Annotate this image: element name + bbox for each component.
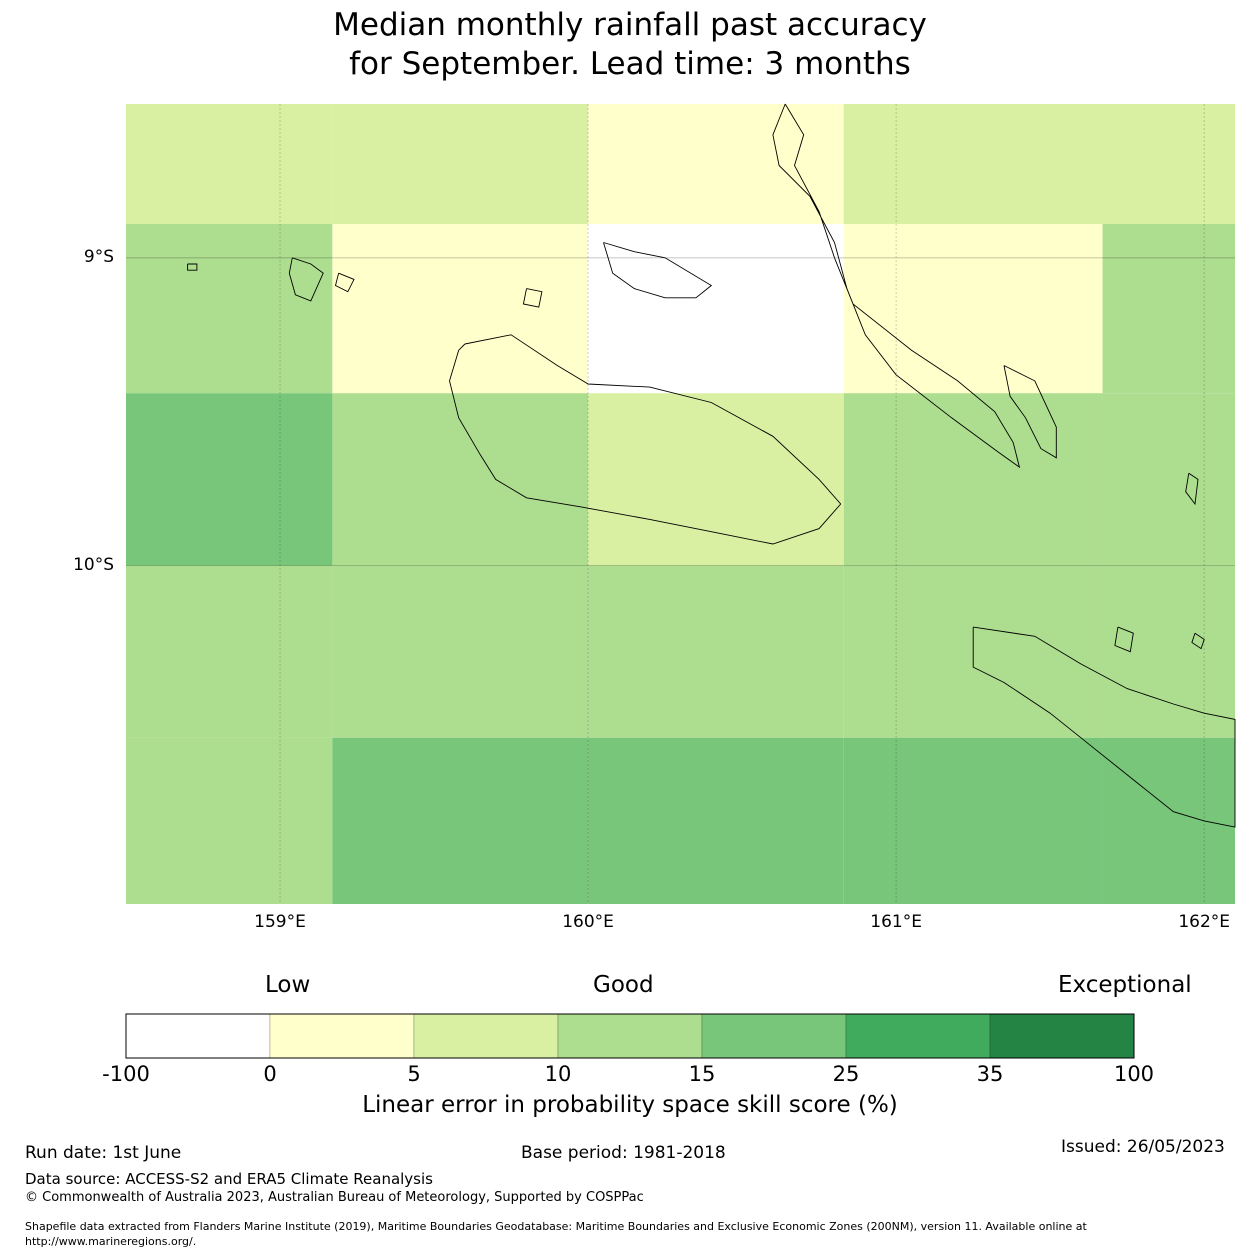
copyright: © Commonwealth of Australia 2023, Austra…	[25, 1190, 644, 1205]
coastline-makira-ne-islet	[1191, 632, 1205, 650]
grid-cell-21	[332, 737, 589, 904]
coastline-russell-islands	[288, 257, 324, 302]
grid-cell-23	[843, 737, 1103, 904]
grid-cell-0	[126, 104, 333, 224]
grid-cell-6	[332, 224, 589, 394]
lon-tick-label: 159°E	[254, 912, 306, 932]
grid-cell-24	[1102, 737, 1235, 904]
title-line-2: for September. Lead time: 3 months	[349, 46, 911, 82]
category-low: Low	[265, 972, 311, 998]
coastline-west-islet	[187, 263, 198, 271]
coastline-ulawa	[1185, 472, 1199, 506]
coastline-russell-islet	[334, 272, 355, 293]
colorbar-tick-label: 100	[1113, 1062, 1155, 1086]
data-source: Data source: ACCESS-S2 and ERA5 Climate …	[25, 1170, 433, 1188]
base-period: Base period: 1981-2018	[521, 1143, 726, 1163]
lon-tick-label: 161°E	[870, 912, 922, 932]
grid-cell-9	[1102, 224, 1235, 394]
grid-cell-7	[588, 224, 844, 394]
colorbar-swatch-2	[413, 1013, 559, 1059]
colorbar-swatch-6	[989, 1013, 1135, 1059]
colorbar-tick-label: 10	[544, 1062, 572, 1086]
colorbar-label: Linear error in probability space skill …	[362, 1092, 898, 1118]
grid-cell-3	[843, 104, 1103, 224]
colorbar-tick-label: 35	[976, 1062, 1004, 1086]
coastline-malaita	[772, 103, 1021, 469]
title-line-1: Median monthly rainfall past accuracy	[333, 7, 927, 43]
colorbar-swatch-1	[269, 1013, 415, 1059]
coastline-florida-islands	[603, 242, 713, 299]
shapefile-credit-line-2: http://www.marineregions.org/.	[25, 1235, 197, 1248]
coastline-savo	[522, 288, 543, 308]
shapefile-credit-line-1: Shapefile data extracted from Flanders M…	[25, 1220, 1087, 1233]
colorbar-swatch-3	[557, 1013, 703, 1059]
coastline-makira-islet	[1114, 626, 1134, 653]
grid-cell-11	[332, 393, 589, 566]
colorbar-tick-label: 5	[407, 1062, 421, 1086]
grid-cell-13	[843, 393, 1103, 566]
lon-tick-label: 160°E	[562, 912, 614, 932]
lat-tick-label: 10°S	[73, 554, 114, 575]
grid-cell-4	[1102, 104, 1235, 224]
grid-cell-16	[332, 565, 589, 738]
grid-cell-2	[588, 104, 844, 224]
grid-cell-22	[588, 737, 844, 904]
colorbar-frame	[125, 1013, 1135, 1059]
category-good: Good	[593, 972, 654, 998]
coastline-makira	[972, 626, 1236, 828]
grid-cell-5	[126, 224, 333, 394]
category-exceptional: Exceptional	[1058, 972, 1192, 998]
colorbar-swatch-4	[701, 1013, 847, 1059]
colorbar-tick-label: -100	[102, 1062, 150, 1086]
colorbar-tick-label: 0	[263, 1062, 277, 1086]
lon-tick-label: 162°E	[1178, 912, 1231, 932]
grid-cell-12	[588, 393, 844, 566]
grid-cell-14	[1102, 393, 1235, 566]
chart-title: Median monthly rainfall past accuracy fo…	[0, 6, 1260, 84]
colorbar-swatch-5	[845, 1013, 991, 1059]
colorbar-swatch-0	[125, 1013, 271, 1059]
grid-cell-1	[332, 104, 589, 224]
run-date: Run date: 1st June	[25, 1143, 182, 1163]
grid-cell-20	[126, 737, 333, 904]
colorbar-tick-label: 15	[688, 1062, 716, 1086]
coastline-guadalcanal	[449, 334, 842, 545]
issued-date: Issued: 26/05/2023	[1061, 1137, 1225, 1157]
grid-cell-8	[843, 224, 1103, 394]
skill-map	[126, 103, 1236, 904]
coastline-small-malaita	[1003, 365, 1057, 459]
grid-cell-19	[1102, 565, 1235, 738]
lat-tick-label: 9°S	[83, 246, 114, 267]
grid-cell-17	[588, 565, 844, 738]
grid-cell-15	[126, 565, 333, 738]
grid-cell-10	[126, 393, 333, 566]
colorbar-tick-label: 25	[832, 1062, 860, 1086]
